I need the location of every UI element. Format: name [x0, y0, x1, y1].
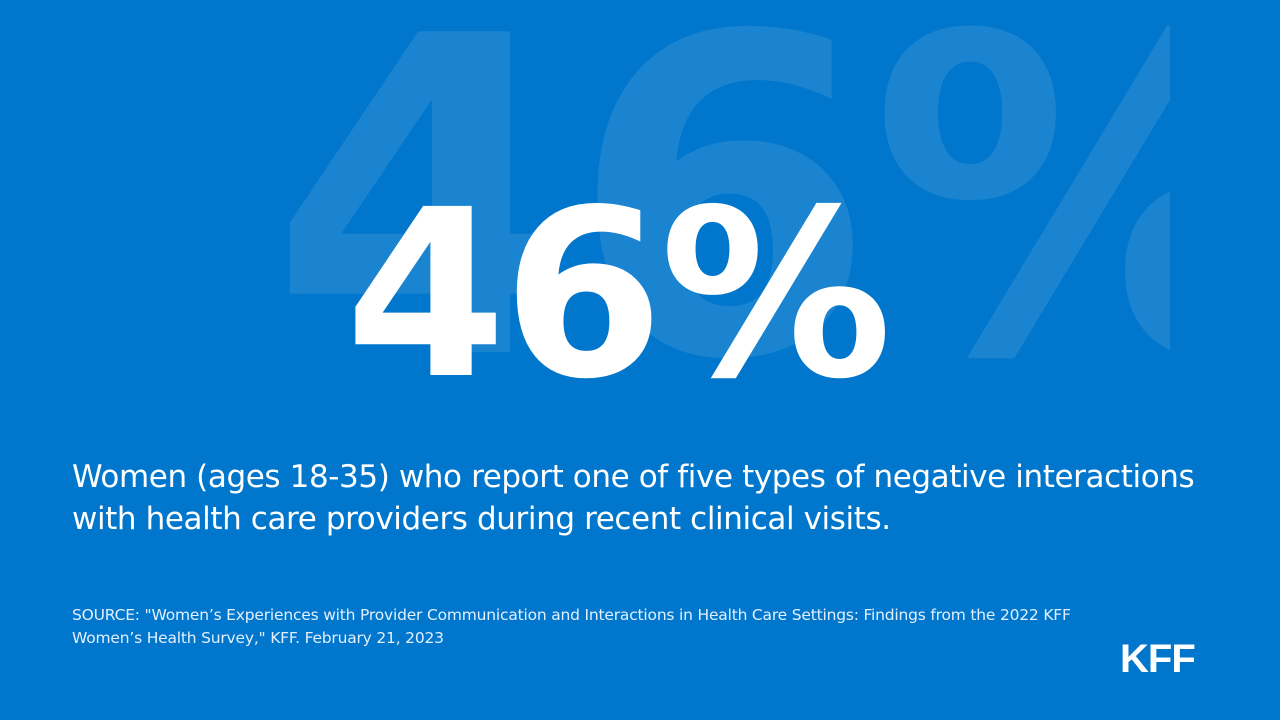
source-citation: SOURCE: "Women’s Experiences with Provid…	[72, 606, 1071, 647]
headline-stat: 46%	[345, 160, 892, 430]
stat-description: Women (ages 18-35) who report one of fiv…	[72, 459, 1195, 537]
kff-logo: KFF	[1120, 637, 1196, 681]
background-stat-watermark: 46%	[270, 10, 1170, 390]
